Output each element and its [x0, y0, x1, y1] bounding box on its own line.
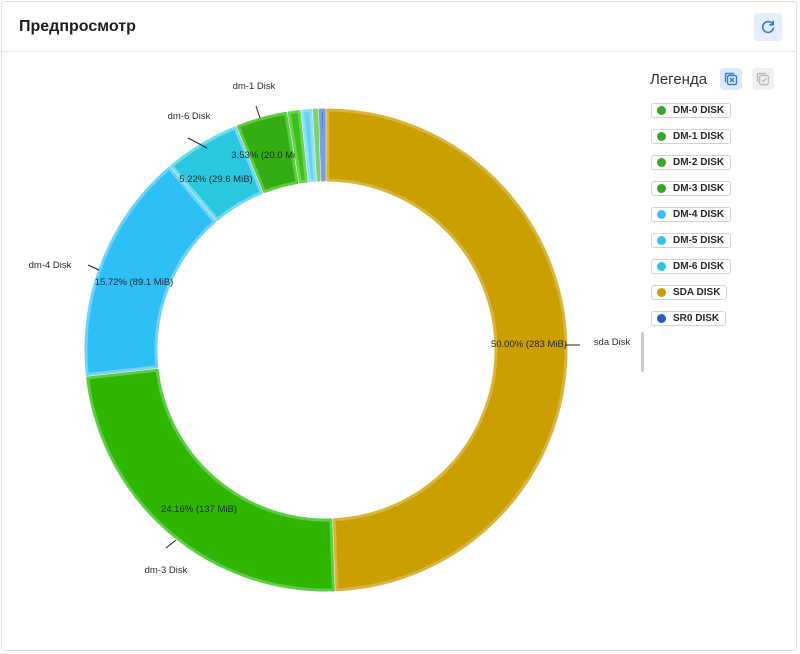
legend-label: DM-4 DISK [673, 209, 725, 220]
legend-dot [657, 132, 666, 141]
page-title: Предпросмотр [19, 18, 136, 35]
legend-item[interactable]: DM-2 DISK [651, 155, 732, 170]
legend-select-icon [756, 72, 770, 86]
legend-dot [657, 288, 666, 297]
legend-label: DM-0 DISK [673, 105, 725, 116]
pie-slice[interactable] [287, 110, 308, 184]
legend-dot [657, 106, 666, 115]
slice-name-label: dm-1 Disk [233, 81, 276, 92]
slice-name-label: dm-4 Disk [29, 260, 72, 271]
label-leader-line [187, 137, 208, 149]
legend-item[interactable]: DM-5 DISK [651, 233, 732, 248]
label-leader-line [255, 105, 261, 119]
legend-dot [657, 210, 666, 219]
slice-value-label: 5.22% (29.6 MiB) [179, 174, 252, 185]
refresh-button[interactable] [754, 13, 782, 41]
label-leader-line [165, 539, 177, 549]
slice-value-label: 24.16% (137 MiB) [161, 504, 237, 515]
legend-title: Легенда [650, 71, 708, 88]
pie-slice[interactable] [86, 368, 335, 592]
legend-item[interactable]: DM-1 DISK [651, 129, 732, 144]
refresh-icon [762, 20, 775, 34]
legend-item[interactable]: DM-6 DISK [651, 259, 732, 274]
pie-slice[interactable] [326, 108, 568, 592]
legend-label: SR0 DISK [673, 313, 720, 324]
label-leader-line [87, 264, 100, 271]
legend-label: SDA DISK [673, 287, 721, 298]
pie-slice[interactable] [236, 111, 299, 194]
slice-value-label: 50.00% (283 MiB) [491, 339, 567, 350]
pie-slice[interactable] [318, 108, 326, 182]
legend-item[interactable]: SDA DISK [651, 285, 728, 300]
pie-slice[interactable] [312, 108, 321, 182]
legend-deselect-icon [724, 72, 738, 86]
slice-value-label: 15.72% (89.1 MiB) [95, 277, 174, 288]
legend-select-button[interactable] [752, 68, 774, 90]
slice-name-label: dm-3 Disk [145, 565, 188, 576]
panel-header: Предпросмотр [2, 2, 796, 52]
slice-name-label: dm-6 Disk [168, 111, 211, 122]
pie-slice[interactable] [84, 166, 217, 376]
legend-label: DM-5 DISK [673, 235, 725, 246]
legend-deselect-button[interactable] [720, 68, 742, 90]
pie-slice[interactable] [300, 108, 317, 183]
scrollbar[interactable] [641, 332, 644, 372]
legend-dot [657, 262, 666, 271]
legend-dot [657, 184, 666, 193]
slice-name-label: sda Disk [594, 337, 631, 348]
legend-dot [657, 236, 666, 245]
legend-item[interactable]: SR0 DISK [651, 311, 727, 326]
legend-label: DM-2 DISK [673, 157, 725, 168]
legend-item[interactable]: DM-4 DISK [651, 207, 732, 222]
pie-slice[interactable] [170, 126, 263, 221]
legend-label: DM-1 DISK [673, 131, 725, 142]
legend-dot [657, 314, 666, 323]
legend-label: DM-3 DISK [673, 183, 725, 194]
legend-label: DM-6 DISK [673, 261, 725, 272]
legend-dot [657, 158, 666, 167]
legend-item[interactable]: DM-3 DISK [651, 181, 732, 196]
slice-value-label: 3.53% (20.0 MiB) [231, 150, 304, 161]
legend-item[interactable]: DM-0 DISK [651, 103, 732, 118]
